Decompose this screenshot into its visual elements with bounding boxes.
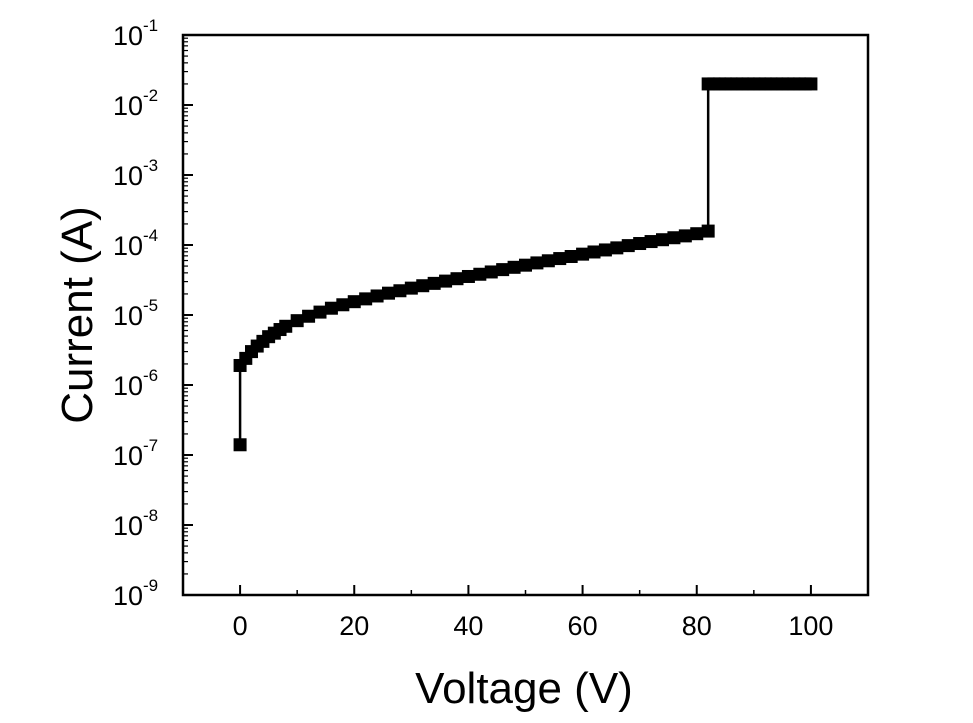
y-axis-title: Current (A) bbox=[53, 206, 102, 424]
data-point bbox=[484, 265, 498, 279]
data-point bbox=[530, 256, 544, 270]
y-tick-exponent: -2 bbox=[143, 86, 158, 105]
y-tick-label: 10 bbox=[113, 91, 143, 121]
data-point bbox=[690, 227, 704, 241]
y-tick-base: 10 bbox=[113, 21, 143, 51]
data-point bbox=[347, 295, 361, 309]
y-tick-base: 10 bbox=[113, 371, 143, 401]
y-tick-base: 10 bbox=[113, 161, 143, 191]
data-point bbox=[279, 319, 293, 333]
y-tick-exponent: -7 bbox=[143, 436, 158, 455]
data-point bbox=[416, 279, 430, 293]
y-tick-base: 10 bbox=[113, 581, 143, 611]
data-point bbox=[587, 245, 601, 259]
data-point bbox=[461, 269, 475, 283]
x-tick-label: 80 bbox=[682, 611, 712, 641]
plot-frame bbox=[181, 33, 870, 597]
y-tick-exponent: -3 bbox=[143, 156, 158, 175]
y-tick-label: 10 bbox=[113, 441, 143, 471]
x-axis-title: Voltage (V) bbox=[415, 664, 633, 713]
data-point bbox=[507, 260, 521, 274]
data-point bbox=[564, 250, 578, 264]
data-point bbox=[473, 267, 487, 281]
data-point bbox=[644, 235, 658, 249]
data-point bbox=[519, 258, 532, 272]
y-tick-label: 10 bbox=[113, 21, 143, 51]
data-point bbox=[678, 229, 692, 243]
y-tick-base: 10 bbox=[113, 441, 143, 471]
y-tick-exponent: -5 bbox=[143, 296, 158, 315]
data-point bbox=[553, 252, 567, 266]
y-tick-exponent: -4 bbox=[143, 226, 158, 245]
x-tick-label: 100 bbox=[788, 611, 833, 641]
data-point bbox=[393, 284, 407, 298]
y-tick-base: 10 bbox=[113, 301, 143, 331]
y-tick-label: 10 bbox=[113, 511, 143, 541]
data-point bbox=[804, 77, 818, 91]
data-point bbox=[496, 263, 510, 277]
y-tick-base: 10 bbox=[113, 511, 143, 541]
data-point bbox=[450, 272, 464, 286]
data-point bbox=[701, 224, 715, 238]
data-point bbox=[541, 254, 555, 268]
data-point bbox=[302, 309, 316, 323]
y-tick-exponent: -8 bbox=[143, 506, 158, 525]
y-tick-base: 10 bbox=[113, 231, 143, 261]
data-point bbox=[656, 233, 669, 247]
data-point bbox=[439, 274, 453, 288]
data-point bbox=[598, 243, 612, 257]
data-point bbox=[576, 247, 590, 261]
data-point bbox=[290, 314, 304, 328]
data-point bbox=[621, 239, 635, 253]
x-tick-label: 60 bbox=[568, 611, 598, 641]
data-point bbox=[370, 289, 384, 303]
data-point bbox=[610, 241, 624, 255]
data-point bbox=[667, 231, 681, 245]
data-point bbox=[382, 286, 395, 300]
data-point bbox=[359, 292, 373, 306]
y-tick-exponent: -9 bbox=[143, 576, 158, 595]
y-tick-label: 10 bbox=[113, 161, 143, 191]
y-tick-base: 10 bbox=[113, 91, 143, 121]
y-tick-exponent: -6 bbox=[143, 366, 158, 385]
x-tick-label: 20 bbox=[339, 611, 369, 641]
x-tick-label: 0 bbox=[233, 611, 248, 641]
y-tick-label: 10 bbox=[113, 231, 143, 261]
x-tick-label: 40 bbox=[453, 611, 483, 641]
y-axis-ticks: 10-110-210-310-410-510-610-710-810-9 bbox=[113, 16, 193, 611]
data-series bbox=[233, 77, 818, 452]
y-tick-label: 10 bbox=[113, 301, 143, 331]
x-axis-ticks: 0 20 40 60 80 100 bbox=[182, 585, 869, 641]
data-point bbox=[404, 281, 418, 295]
data-point bbox=[427, 276, 441, 290]
y-tick-label: 10 bbox=[113, 581, 143, 611]
data-point bbox=[233, 438, 247, 452]
y-tick-label: 10 bbox=[113, 371, 143, 401]
data-point bbox=[336, 298, 350, 312]
data-point bbox=[633, 237, 647, 251]
data-point bbox=[313, 305, 327, 319]
y-tick-exponent: -1 bbox=[143, 16, 158, 35]
data-point bbox=[324, 301, 338, 315]
